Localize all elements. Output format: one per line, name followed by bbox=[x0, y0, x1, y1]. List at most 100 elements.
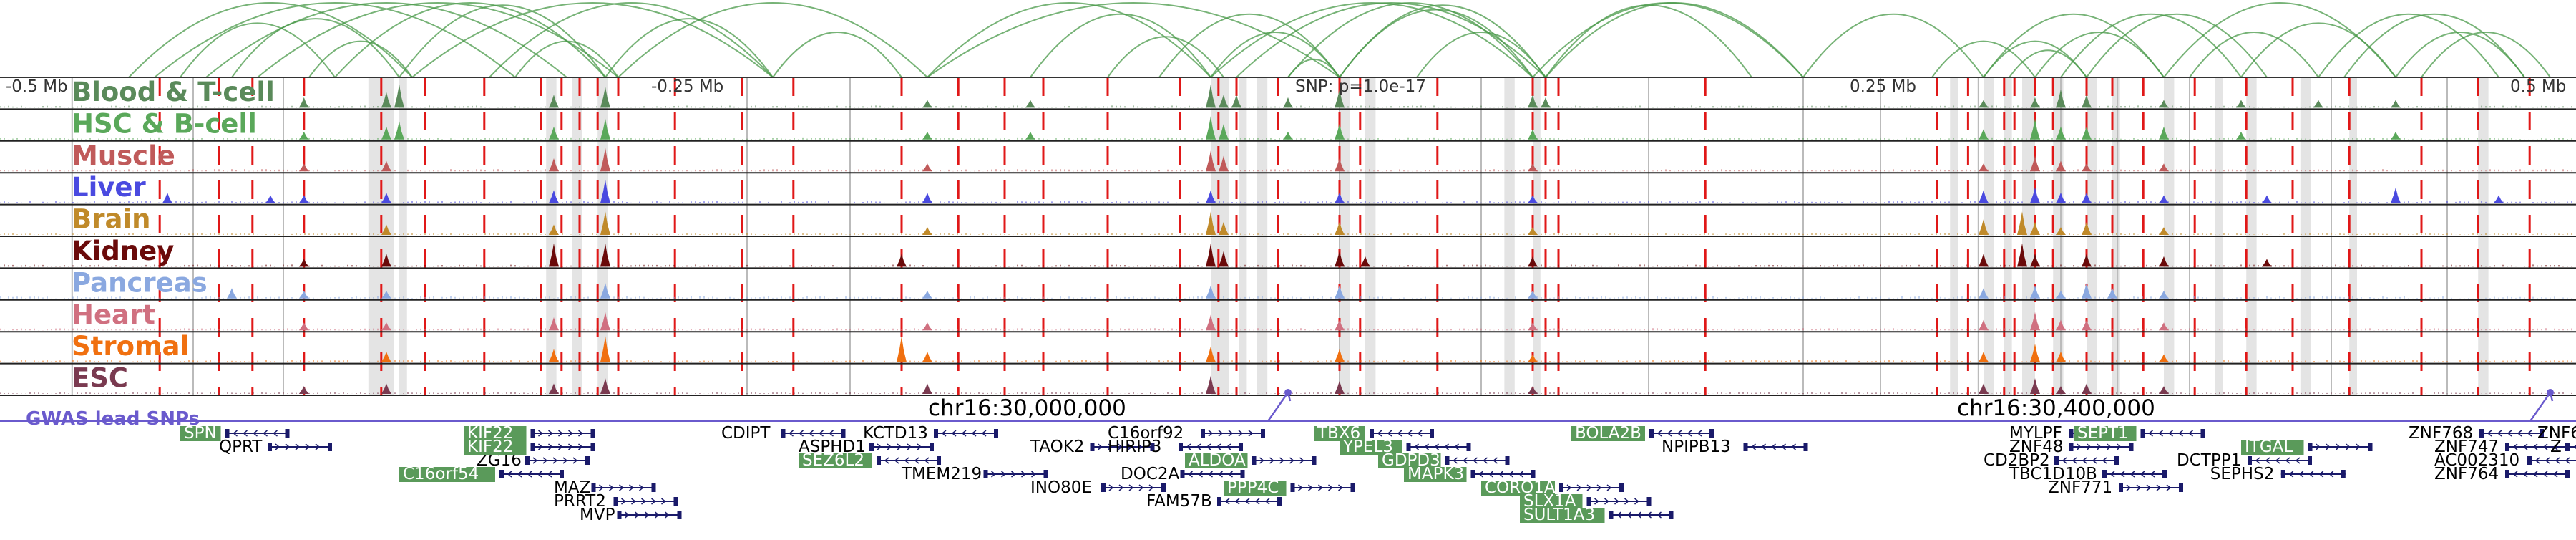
loop-arc bbox=[335, 3, 605, 77]
track-label: Kidney bbox=[72, 236, 174, 266]
gene-exon bbox=[1531, 470, 1536, 478]
track-peak bbox=[922, 322, 932, 330]
track-peak bbox=[299, 196, 309, 203]
gene-exon bbox=[781, 429, 786, 438]
gene-exon bbox=[2129, 443, 2134, 451]
gene-exon bbox=[1261, 429, 1265, 438]
loop-arc bbox=[206, 3, 567, 77]
gene-label: TAOK2 bbox=[1030, 438, 1084, 456]
gene-exon bbox=[2341, 470, 2346, 478]
loop-arc bbox=[1236, 3, 1546, 77]
loop-arc bbox=[1211, 32, 1340, 77]
loop-arc bbox=[1546, 5, 1752, 77]
track-peak bbox=[897, 336, 907, 362]
gene-exon bbox=[2054, 456, 2059, 465]
loop-arc bbox=[2344, 14, 2524, 77]
track-label: HSC & B-cell bbox=[72, 108, 257, 139]
gene-exon bbox=[531, 429, 535, 438]
gene-exon bbox=[1649, 429, 1654, 438]
gene-exon bbox=[614, 497, 618, 506]
gene-annotation-layer: SPNQPRTZG16C16orf54KIF22KIF22MAZPRRT2MVP… bbox=[180, 424, 2576, 524]
gene-label: TMEM219 bbox=[901, 465, 982, 483]
gene-exon bbox=[1709, 429, 1714, 438]
track-label: Pancreas bbox=[72, 267, 208, 298]
loop-arc bbox=[773, 32, 902, 77]
gene-exon bbox=[1044, 470, 1048, 478]
gene-exon bbox=[1559, 483, 1563, 492]
gene-exon bbox=[2505, 443, 2509, 451]
gene-exon bbox=[268, 443, 272, 451]
gene-exon bbox=[1277, 497, 1282, 506]
gene-exon bbox=[2566, 443, 2570, 451]
track-label: Heart bbox=[72, 299, 155, 330]
loop-arc bbox=[605, 19, 773, 77]
gene-exon bbox=[869, 443, 874, 451]
gene-exon bbox=[678, 511, 682, 519]
gene-exon bbox=[591, 429, 595, 438]
loop-arc bbox=[155, 3, 515, 77]
loop-arc bbox=[180, 23, 335, 77]
track-peak bbox=[227, 288, 237, 299]
gene-exon bbox=[1467, 443, 1471, 451]
gene-exon bbox=[1587, 497, 1591, 506]
gene-exon bbox=[937, 456, 941, 465]
chromosome-label-1: chr16:30,000,000 bbox=[928, 395, 1126, 421]
loop-arc bbox=[2318, 14, 2499, 77]
gene-exon bbox=[1351, 483, 1355, 492]
gene-label: ITGAL bbox=[2245, 438, 2293, 456]
gene-exon bbox=[618, 511, 622, 519]
gene-label: QPRT bbox=[219, 438, 263, 456]
gwas-snp-marker bbox=[1268, 392, 1290, 421]
loop-arc bbox=[2035, 32, 2164, 77]
gene-exon bbox=[2565, 470, 2570, 478]
gene-label: KIF22 bbox=[467, 438, 513, 456]
gene-exon bbox=[531, 443, 535, 451]
loop-arc bbox=[2190, 32, 2318, 77]
gene-exon bbox=[1370, 429, 1374, 438]
position-label-right: 0.5 Mb bbox=[2510, 77, 2566, 96]
gene-exon bbox=[225, 429, 230, 438]
track-peak bbox=[1541, 97, 1551, 108]
loop-arc bbox=[927, 3, 1340, 77]
track-peak bbox=[1025, 132, 1035, 140]
track-peak bbox=[299, 259, 309, 266]
loop-arc bbox=[1546, 3, 1803, 77]
gene-exon bbox=[2248, 456, 2252, 465]
gene-label: CDIPT bbox=[721, 424, 771, 443]
gene-exon bbox=[2141, 429, 2145, 438]
gene-exon bbox=[674, 497, 678, 506]
position-label-left: -0.5 Mb bbox=[6, 77, 68, 96]
chromosome-axis: chr16:30,000,000 chr16:30,400,000 bbox=[0, 395, 2576, 421]
track-peak bbox=[897, 254, 907, 266]
track-peak bbox=[299, 291, 309, 299]
gene-exon bbox=[1241, 470, 1245, 478]
gene-exon bbox=[1804, 443, 1808, 451]
position-label-left-mid: -0.25 Mb bbox=[651, 77, 723, 96]
track-label: Liver bbox=[72, 172, 146, 203]
gene-exon bbox=[585, 456, 590, 465]
loops-arc-layer bbox=[129, 3, 2550, 77]
gene-exon bbox=[877, 456, 881, 465]
track-peak bbox=[299, 132, 309, 140]
loop-arc bbox=[2087, 14, 2267, 77]
gene-label: MVP bbox=[580, 506, 615, 524]
gene-exon bbox=[328, 443, 332, 451]
gene-exon bbox=[2114, 456, 2119, 465]
gene-exon bbox=[1445, 456, 1450, 465]
gene-exon bbox=[560, 470, 564, 478]
gene-label: PPP4C bbox=[1227, 478, 1279, 497]
track-peak bbox=[299, 322, 309, 330]
gene-label: MAPK3 bbox=[1407, 465, 1464, 483]
gene-exon bbox=[1201, 429, 1205, 438]
gene-exon bbox=[499, 470, 504, 478]
gene-exon bbox=[2162, 470, 2167, 478]
gene-exon bbox=[2308, 443, 2313, 451]
track-label: Blood & T-cell bbox=[72, 77, 275, 107]
loop-arc bbox=[515, 42, 618, 77]
track-peak bbox=[2236, 132, 2246, 140]
gene-exon bbox=[1312, 456, 1317, 465]
track-peak bbox=[299, 163, 309, 171]
loop-arc bbox=[1984, 14, 2164, 77]
gene-exon bbox=[1669, 511, 1674, 519]
